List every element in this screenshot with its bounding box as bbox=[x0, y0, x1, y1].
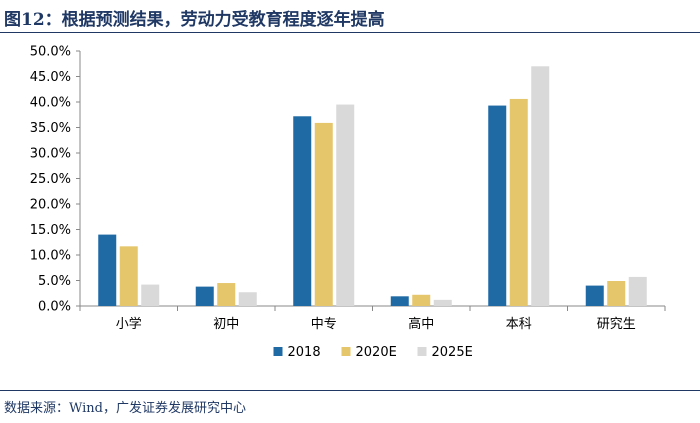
legend-label-2025E: 2025E bbox=[432, 345, 473, 360]
bar-2025E-中专 bbox=[336, 104, 355, 306]
x-category-label: 中专 bbox=[311, 317, 337, 332]
y-tick-label: 20.0% bbox=[30, 198, 71, 213]
bar-2018-中专 bbox=[293, 116, 312, 306]
bar-2020E-小学 bbox=[119, 246, 138, 306]
x-category-label: 高中 bbox=[408, 316, 434, 332]
legend-label-2018: 2018 bbox=[288, 345, 321, 360]
bar-2025E-本科 bbox=[531, 66, 550, 306]
bar-2018-本科 bbox=[488, 105, 507, 306]
chart-axes bbox=[76, 50, 666, 311]
legend-swatch-2025E bbox=[417, 347, 427, 356]
y-tick-label: 0.0% bbox=[38, 300, 71, 315]
source-note: 数据来源：Wind，广发证券发展研究中心 bbox=[4, 401, 246, 416]
bar-2025E-研究生 bbox=[628, 276, 647, 306]
bar-chart: 0.0% 5.0% 10.0% 15.0% 20.0% 25.0% 30.0% 35.0% 40… bbox=[30, 45, 666, 360]
y-tick-label: 40.0% bbox=[30, 96, 71, 111]
bar-2020E-中专 bbox=[314, 122, 333, 306]
chart-legend: 2018 2020E 2025E bbox=[273, 345, 473, 360]
y-tick-label: 5.0% bbox=[38, 274, 71, 289]
legend-label-2020E: 2020E bbox=[356, 345, 397, 360]
y-tick-label: 10.0% bbox=[30, 249, 71, 264]
footer-divider bbox=[0, 390, 700, 391]
bar-2020E-初中 bbox=[217, 283, 236, 306]
y-tick-label: 30.0% bbox=[30, 147, 71, 162]
bar-2018-高中 bbox=[390, 296, 409, 306]
bar-2018-研究生 bbox=[585, 285, 604, 306]
bar-2025E-初中 bbox=[238, 292, 257, 306]
bar-2018-初中 bbox=[195, 286, 214, 306]
y-tick-label: 25.0% bbox=[30, 172, 71, 187]
bar-2020E-本科 bbox=[509, 98, 528, 306]
y-tick-label: 50.0% bbox=[30, 45, 71, 60]
bar-2018-小学 bbox=[98, 234, 117, 306]
bar-2020E-研究生 bbox=[607, 281, 626, 306]
chart-bars bbox=[98, 66, 647, 306]
y-tick-label: 35.0% bbox=[30, 121, 71, 136]
title-bar: 图12：根据预测结果，劳动力受教育程度逐年提高 bbox=[0, 0, 700, 33]
x-category-label: 初中 bbox=[213, 317, 239, 332]
bar-2025E-高中 bbox=[433, 299, 452, 306]
x-category-label: 本科 bbox=[506, 317, 532, 332]
legend-swatch-2020E bbox=[341, 347, 351, 356]
chart-labels: 0.0% 5.0% 10.0% 15.0% 20.0% 25.0% 30.0% 35.0% 40… bbox=[30, 45, 636, 333]
x-category-label: 小学 bbox=[116, 316, 142, 332]
y-tick-label: 15.0% bbox=[30, 223, 71, 238]
bar-2025E-小学 bbox=[141, 284, 160, 306]
figure-title: 图12：根据预测结果，劳动力受教育程度逐年提高 bbox=[4, 10, 385, 30]
legend-swatch-2018 bbox=[273, 347, 283, 356]
y-tick-label: 45.0% bbox=[30, 70, 71, 85]
bar-2020E-高中 bbox=[412, 294, 431, 306]
x-category-label: 研究生 bbox=[597, 317, 636, 332]
